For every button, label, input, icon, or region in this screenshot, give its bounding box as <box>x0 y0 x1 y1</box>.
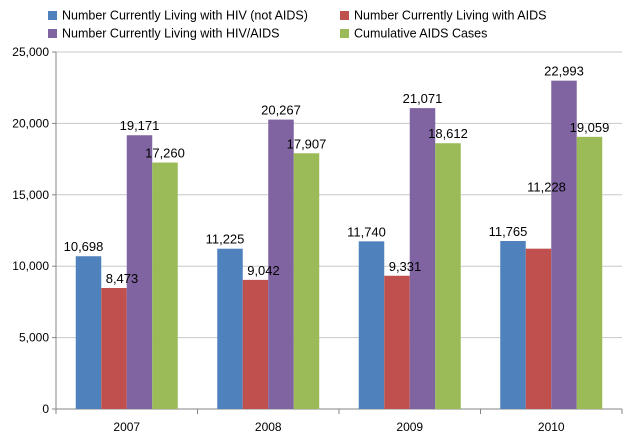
data-label: 19,171 <box>120 118 160 133</box>
data-label: 17,907 <box>287 136 327 151</box>
y-tick-label: 25,000 <box>12 45 49 59</box>
bars <box>75 80 603 410</box>
y-tick-label: 0 <box>42 402 49 416</box>
bar <box>293 153 320 409</box>
x-tick-label: 2008 <box>255 420 282 434</box>
legend-swatch <box>48 29 57 38</box>
bar <box>525 248 552 409</box>
x-tick-label: 2009 <box>396 420 423 434</box>
bar <box>101 288 127 409</box>
legend-label: Number Currently Living with AIDS <box>354 9 546 23</box>
bar <box>75 256 102 409</box>
data-label: 17,260 <box>145 146 185 161</box>
bar <box>576 136 603 410</box>
bar <box>152 162 178 409</box>
data-label: 19,059 <box>570 120 610 135</box>
bar <box>217 248 243 409</box>
bar <box>435 143 461 409</box>
legend: Number Currently Living with HIV (not AI… <box>48 9 546 41</box>
y-tick-label: 10,000 <box>12 259 49 273</box>
data-label: 11,740 <box>347 224 386 239</box>
data-label: 9,331 <box>389 259 422 274</box>
legend-label: Number Currently Living with HIV/AIDS <box>62 27 279 41</box>
bar <box>551 80 577 409</box>
legend-swatch <box>340 29 349 38</box>
data-label: 22,993 <box>544 64 584 79</box>
bar <box>358 241 385 409</box>
data-label: 11,228 <box>527 180 566 195</box>
bar <box>126 135 153 410</box>
bar <box>242 279 269 409</box>
data-label: 11,765 <box>489 224 528 239</box>
x-tick-label: 2007 <box>113 420 140 434</box>
y-tick-label: 15,000 <box>12 188 49 202</box>
legend-swatch <box>340 11 349 20</box>
y-tick-label: 20,000 <box>12 116 49 130</box>
data-label: 9,042 <box>247 263 280 278</box>
x-tick-label: 2010 <box>538 420 565 434</box>
data-label: 18,612 <box>428 126 468 141</box>
legend-swatch <box>48 11 57 20</box>
y-axis: 0 5,000 10,000 15,000 20,000 25,000 <box>12 45 57 416</box>
data-label: 11,225 <box>206 232 245 247</box>
data-label: 10,698 <box>64 239 104 254</box>
y-tick-label: 5,000 <box>19 331 49 345</box>
legend-label: Cumulative AIDS Cases <box>354 27 487 41</box>
data-labels: 10,698 11,225 11,740 11,765 8,473 9,042 9,331 1… <box>64 64 610 286</box>
data-label: 21,071 <box>403 91 443 106</box>
legend-label: Number Currently Living with HIV (not AI… <box>62 9 308 23</box>
bar <box>268 119 294 409</box>
data-label: 8,473 <box>106 271 139 286</box>
bar <box>500 240 526 409</box>
bar <box>384 275 410 409</box>
bar <box>409 108 436 410</box>
x-axis: 2007 2008 2009 2010 <box>55 409 623 434</box>
data-label: 20,267 <box>261 103 301 118</box>
